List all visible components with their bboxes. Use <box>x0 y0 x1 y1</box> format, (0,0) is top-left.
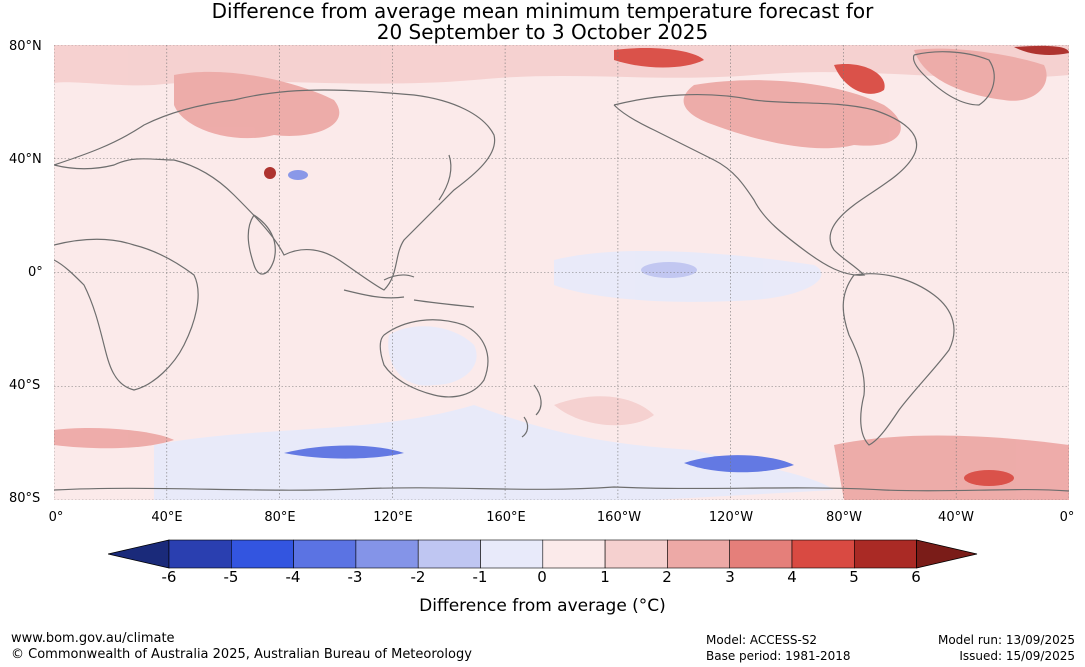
colorbar-title: Difference from average (°C) <box>419 596 666 616</box>
anomaly-tibet-cool <box>288 170 308 180</box>
colorbar-tick-label: -1 <box>472 568 488 586</box>
coastline-australia <box>379 319 489 398</box>
footer-issued: Issued: 15/09/2025 <box>959 649 1075 663</box>
colorbar-tick-label: -2 <box>410 568 426 586</box>
coastline-africa <box>54 238 199 391</box>
colorbar-tick-label: -4 <box>285 568 301 586</box>
footer-base-period: Base period: 1981-2018 <box>706 649 851 663</box>
forecast-map <box>54 45 1069 500</box>
colorbar-tick-label: 6 <box>911 568 921 586</box>
coastline-greenland <box>912 51 995 106</box>
lon-label-0-left: 0° <box>48 510 64 525</box>
lon-label-120w: 120°W <box>708 510 754 525</box>
lon-label-0-right: 0° <box>1059 510 1075 525</box>
colorbar-segment <box>604 539 668 569</box>
footer-website: www.bom.gov.au/climate <box>11 631 175 646</box>
lon-label-40w: 40°W <box>938 510 974 525</box>
lon-label-40e: 40°E <box>151 510 183 525</box>
coastlines <box>54 51 1069 492</box>
colorbar-tick-label: -5 <box>223 568 239 586</box>
lon-label-160e: 160°E <box>486 510 526 525</box>
colorbar <box>108 539 978 569</box>
lon-label-80e: 80°E <box>264 510 296 525</box>
lat-label-0: 0° <box>28 265 43 280</box>
colorbar-tick-label: 5 <box>849 568 859 586</box>
colorbar-segment <box>853 539 917 569</box>
anomaly-southern-ocean-cool <box>154 405 834 500</box>
coastline-south-america <box>842 273 955 446</box>
anomaly-southern-cool-core-1 <box>284 445 404 459</box>
anomaly-southern-indian-warm <box>54 428 174 449</box>
coastline-north-america <box>613 93 918 276</box>
anomaly-south-west-pacific-warm <box>554 396 654 426</box>
coastline-eurasia <box>54 89 496 291</box>
footer-model-run: Model run: 13/09/2025 <box>937 633 1075 647</box>
anomaly-eq-pacific-cool <box>554 250 822 302</box>
colorbar-segment <box>168 539 232 569</box>
colorbar-tick-label: 3 <box>725 568 735 586</box>
colorbar-segment <box>293 539 357 569</box>
lon-label-120e: 120°E <box>373 510 413 525</box>
anomaly-north-band <box>54 45 1069 86</box>
lat-label-40n: 40°N <box>9 152 42 167</box>
anomaly-south-atlantic-warm <box>834 435 1069 500</box>
anomaly-greenland <box>914 48 1047 101</box>
colorbar-segment <box>791 539 855 569</box>
colorbar-arrow-low <box>108 539 170 569</box>
map-title-line-1: Difference from average mean minimum tem… <box>211 0 874 23</box>
anomaly-field <box>54 45 1069 500</box>
anomaly-australia-cool <box>388 326 477 386</box>
anomaly-southern-cool-core-2 <box>684 455 794 473</box>
colorbar-segment <box>667 539 731 569</box>
lon-label-80w: 80°W <box>826 510 862 525</box>
colorbar-tick-label: 2 <box>662 568 672 586</box>
lat-label-40s: 40°S <box>9 378 41 393</box>
map-title-line-2: 20 September to 3 October 2025 <box>376 20 709 44</box>
colorbar-segment <box>542 539 606 569</box>
colorbar-tick-label: 1 <box>600 568 610 586</box>
coastline-new-zealand <box>521 384 542 438</box>
colorbar-tick-label: 0 <box>537 568 547 586</box>
lat-label-80s: 80°S <box>9 491 41 506</box>
anomaly-eq-pacific-cool-core <box>641 262 697 278</box>
anomaly-pacific-north-strong <box>614 48 704 68</box>
anomaly-canada-strong <box>834 64 885 94</box>
colorbar-arrow-high <box>916 539 978 569</box>
colorbar-segment <box>231 539 294 569</box>
lat-label-80n: 80°N <box>9 39 42 54</box>
anomaly-siberia <box>174 71 340 139</box>
colorbar-segment <box>417 539 481 569</box>
graticule <box>54 45 1069 500</box>
anomaly-himalaya-hotspot <box>264 167 276 179</box>
footer-model: Model: ACCESS-S2 <box>706 633 818 647</box>
colorbar-tick-label: -3 <box>347 568 363 586</box>
colorbar-segment <box>480 539 544 569</box>
lon-label-160w: 160°W <box>596 510 642 525</box>
anomaly-arctic-east-strong <box>1014 45 1069 55</box>
colorbar-segment <box>729 539 793 569</box>
colorbar-segment <box>355 539 419 569</box>
colorbar-tick-label: 4 <box>787 568 797 586</box>
coastline-indonesia <box>343 274 475 308</box>
colorbar-tick-label: -6 <box>161 568 177 586</box>
coastline-antarctica <box>54 486 1069 492</box>
footer-copyright: © Commonwealth of Australia 2025, Austra… <box>11 647 472 662</box>
anomaly-south-atlantic-warm-core <box>964 470 1014 486</box>
coastline-india <box>247 214 276 275</box>
